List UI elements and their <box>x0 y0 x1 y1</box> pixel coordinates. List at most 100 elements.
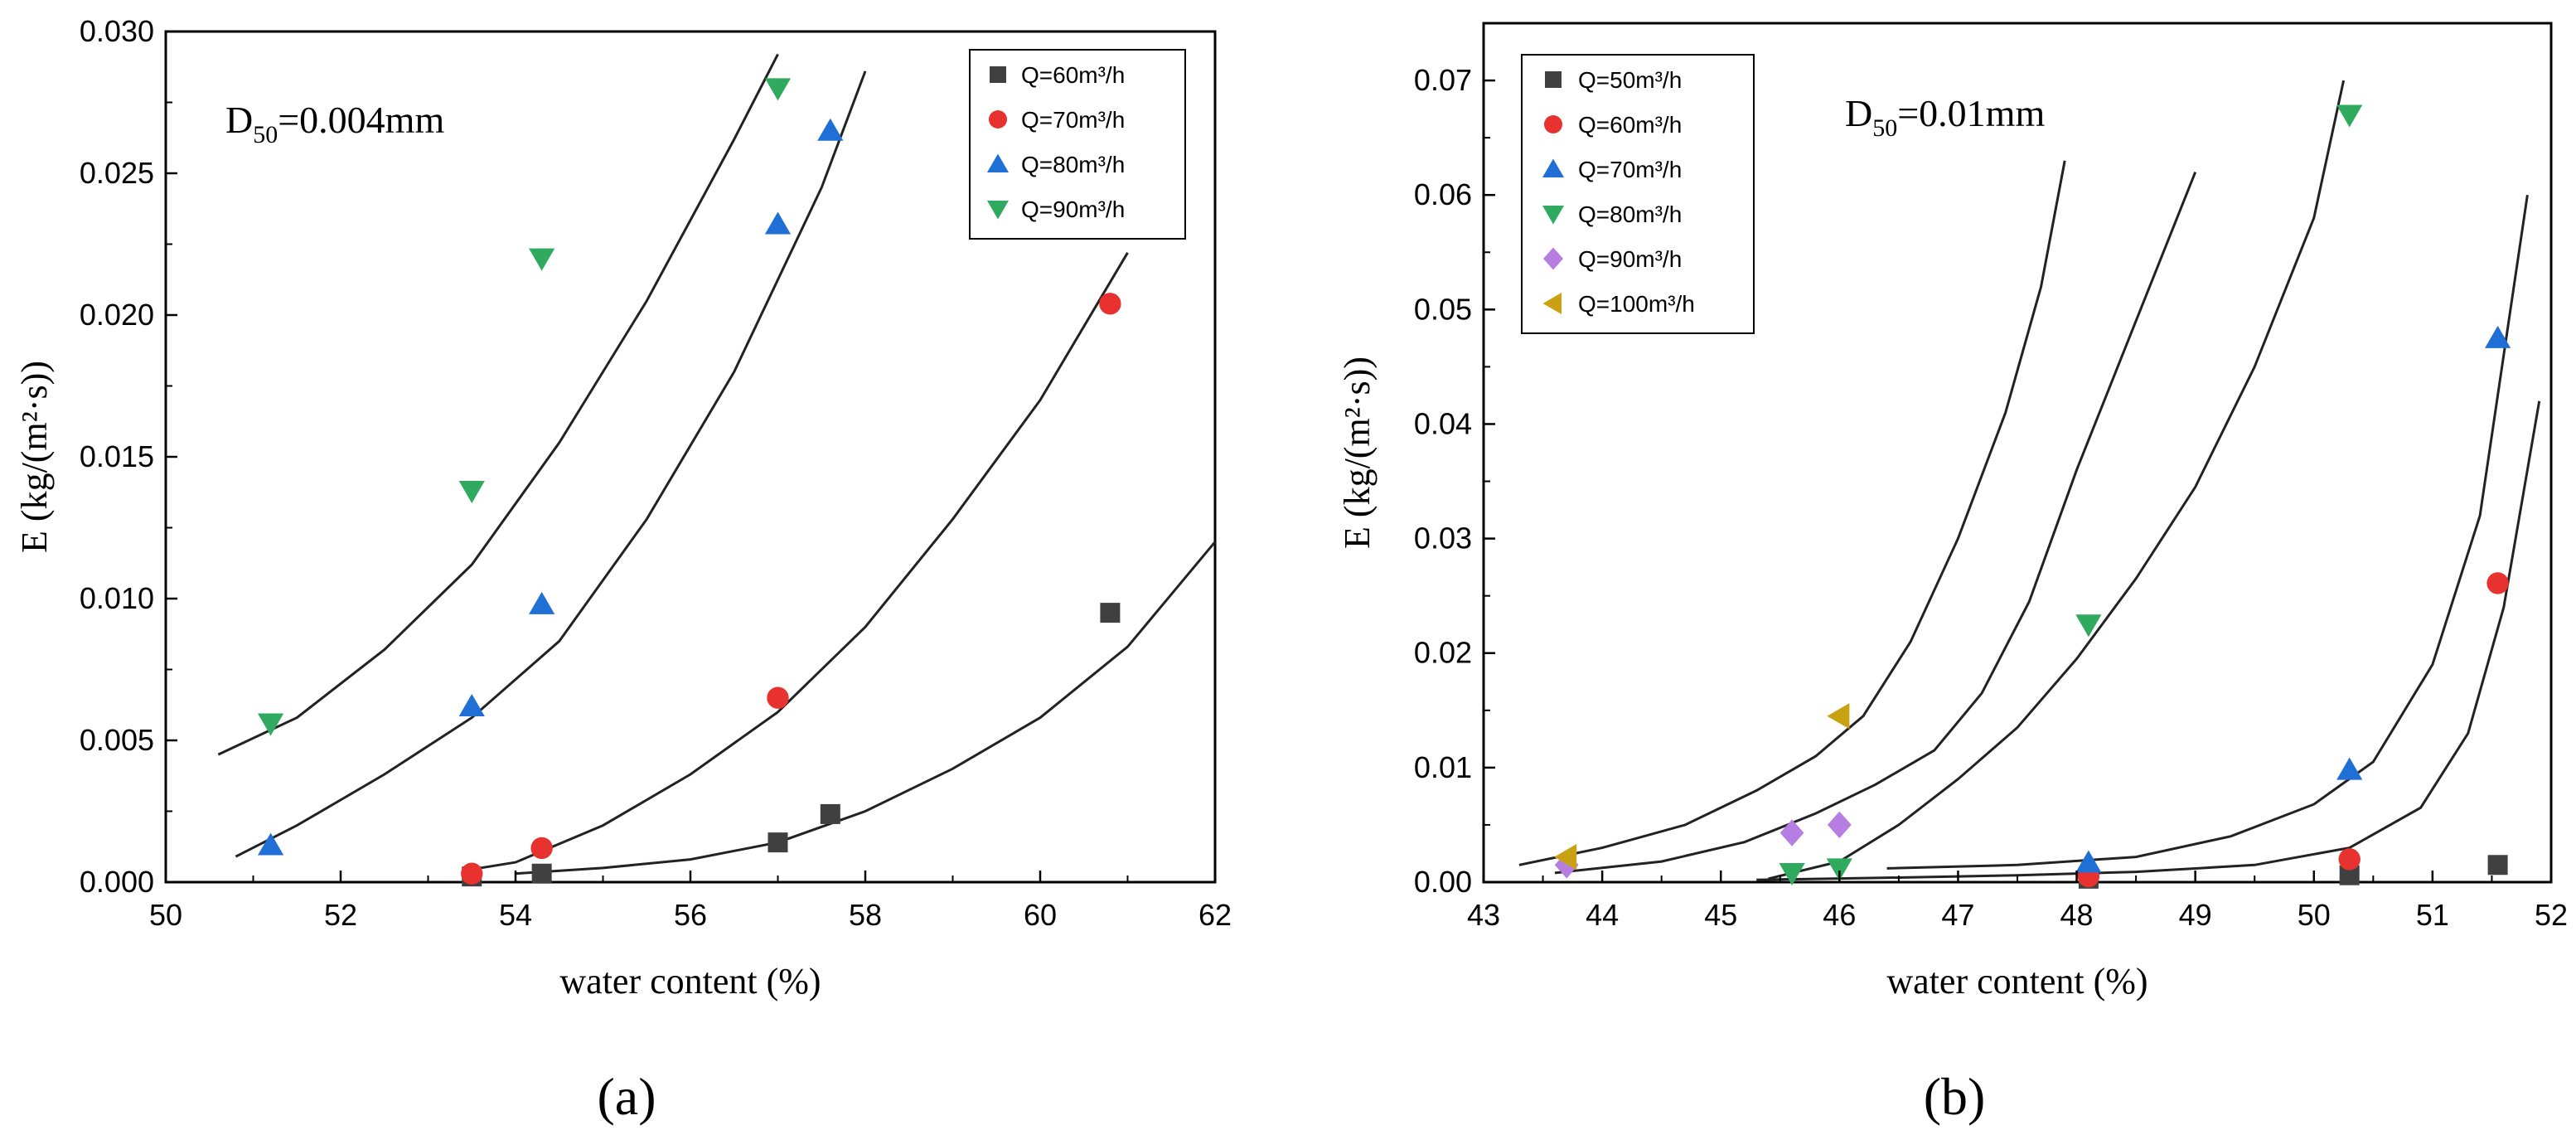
data-point <box>458 481 485 504</box>
x-tick-label: 50 <box>149 898 182 932</box>
fit-curve <box>235 70 867 858</box>
data-point <box>529 248 555 271</box>
fit-curve <box>1768 80 2346 880</box>
data-point <box>2075 614 2102 638</box>
legend-label: Q=80m³/h <box>1021 152 1125 177</box>
legend-marker <box>990 66 1006 83</box>
data-point <box>2338 848 2361 871</box>
data-point <box>2336 757 2363 780</box>
fit-curve <box>1518 160 2066 866</box>
x-tick-label: 46 <box>1823 898 1856 932</box>
data-point <box>1779 819 1804 846</box>
legend-marker <box>1542 293 1562 314</box>
x-tick-label: 60 <box>1024 898 1057 932</box>
x-tick-label: 44 <box>1586 898 1619 932</box>
data-point <box>1827 811 1852 839</box>
panel-a-y-axis-label: E (kg/(m²·s)) <box>14 361 55 553</box>
y-tick-label: 0.010 <box>80 581 154 615</box>
x-tick-label: 58 <box>849 898 882 932</box>
x-tick-label: 45 <box>1704 898 1737 932</box>
x-tick-label: 52 <box>324 898 357 932</box>
fit-curve <box>1886 194 2529 870</box>
y-tick-label: 0.05 <box>1414 292 1472 326</box>
data-point <box>767 686 789 709</box>
data-point <box>258 713 284 736</box>
x-tick-label: 56 <box>674 898 707 932</box>
panel-b-chart: 43 44 45 46 47 48 49 50 51 52 0.000.010.020.030.0… <box>1337 22 2568 1126</box>
panel-a-annotation: D50=0.004mm <box>225 99 444 148</box>
panel-a-x-axis-label: water content (%) <box>559 961 821 1002</box>
fit-curve <box>1756 400 2541 881</box>
fit-curve <box>217 53 779 756</box>
panel-b-annotation: D50=0.01mm <box>1845 92 2045 142</box>
legend-marker <box>1545 71 1562 88</box>
y-tick-label: 0.005 <box>80 723 154 757</box>
y-tick-label: 0.015 <box>80 439 154 473</box>
data-point <box>2486 572 2509 594</box>
y-tick-label: 0.000 <box>80 865 154 899</box>
y-tick-label: 0.02 <box>1414 636 1472 670</box>
data-point <box>1100 603 1121 623</box>
legend-marker <box>987 153 1009 172</box>
x-tick-label: 52 <box>2535 898 2568 932</box>
data-point <box>258 832 284 856</box>
y-tick-label: 0.03 <box>1414 521 1472 555</box>
panel-b-label: (b) <box>1924 1067 1986 1126</box>
legend-label: Q=90m³/h <box>1021 196 1125 222</box>
data-point <box>2075 850 2102 873</box>
panel-b-data-points <box>1554 104 2511 889</box>
y-tick-label: 0.06 <box>1414 177 1472 211</box>
panel-b-x-axis-label: water content (%) <box>1886 961 2147 1002</box>
y-tick-label: 0.07 <box>1414 63 1472 97</box>
legend-label: Q=100m³/h <box>1578 291 1695 317</box>
data-point <box>458 693 485 716</box>
legend-marker <box>1542 206 1564 225</box>
legend-label: Q=60m³/h <box>1021 62 1125 88</box>
panel-b-y-axis-label: E (kg/(m²·s)) <box>1337 357 1378 549</box>
data-point <box>764 211 792 235</box>
data-point <box>2336 104 2363 128</box>
data-point <box>2485 325 2511 348</box>
y-tick-label: 0.025 <box>80 156 154 190</box>
legend-marker <box>1544 115 1562 133</box>
panel-a-y-ticks: 0.000 0.005 0.010 0.015 0.020 0.025 0.030 <box>80 14 177 899</box>
data-point <box>1099 293 1121 315</box>
panel-b-x-ticks: 43 44 45 46 47 48 49 50 51 52 <box>1467 871 2568 932</box>
x-tick-label: 62 <box>1198 898 1232 932</box>
x-tick-label: 47 <box>1941 898 1974 932</box>
legend-label: Q=70m³/h <box>1578 157 1682 182</box>
panel-a-legend-items: Q=60m³/h Q=70m³/h Q=80m³/h Q=90m³/h <box>987 62 1125 222</box>
data-point <box>1779 862 1805 885</box>
data-point <box>1826 858 1852 881</box>
panel-a-x-ticks: 50 52 54 56 58 60 62 <box>149 871 1232 932</box>
panel-a-data-points <box>258 78 1121 887</box>
data-point <box>2487 855 2508 876</box>
data-point <box>530 837 553 860</box>
panel-b-fit-curves <box>1518 80 2541 881</box>
data-point <box>529 591 555 614</box>
panel-b-legend-box <box>1521 54 1755 334</box>
legend-marker <box>989 110 1007 129</box>
y-tick-label: 0.020 <box>80 298 154 332</box>
x-tick-label: 48 <box>2060 898 2094 932</box>
legend-label: Q=90m³/h <box>1578 246 1682 272</box>
legend-label: Q=70m³/h <box>1021 107 1125 133</box>
data-point <box>1554 844 1577 871</box>
y-tick-label: 0.04 <box>1414 406 1472 440</box>
legend-label: Q=60m³/h <box>1578 112 1682 138</box>
data-point <box>817 118 844 141</box>
fit-curve <box>515 541 1217 876</box>
y-tick-label: 0.01 <box>1414 750 1472 784</box>
data-point <box>1827 703 1850 730</box>
panel-b-y-ticks: 0.00 0.01 0.02 0.03 0.04 0.05 0.06 0.07 <box>1414 63 1495 899</box>
legend-marker <box>1543 247 1563 270</box>
panel-a-legend: Q=60m³/h Q=70m³/h Q=80m³/h Q=90m³/h <box>969 49 1186 240</box>
legend-marker <box>987 201 1009 220</box>
legend-marker <box>1542 158 1564 177</box>
x-tick-label: 49 <box>2179 898 2212 932</box>
panel-a-chart: 50 52 54 56 58 60 62 0.000 0.005 0.010 0.015 0.020… <box>14 14 1232 1126</box>
x-tick-label: 50 <box>2298 898 2331 932</box>
panel-b-legend-items: Q=50m³/h Q=60m³/h Q=70m³/h Q=80m³/h Q=90m³/h… <box>1542 67 1695 317</box>
legend-label: Q=50m³/h <box>1578 67 1682 93</box>
data-point <box>767 832 788 853</box>
